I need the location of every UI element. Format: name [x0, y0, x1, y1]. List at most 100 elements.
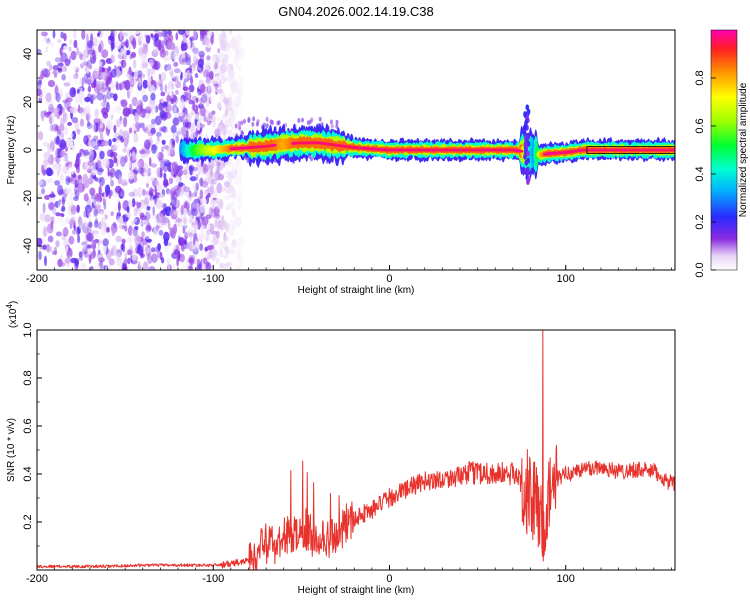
noise-blob — [151, 49, 159, 58]
noise-blob — [102, 238, 109, 247]
noise-blob — [75, 69, 79, 77]
noise-blob — [156, 221, 164, 229]
noise-blob — [107, 232, 112, 240]
noise-blob — [144, 195, 148, 205]
noise-blob — [144, 204, 148, 214]
noise-blob — [251, 121, 255, 127]
noise-blob — [163, 178, 169, 189]
noise-blob — [166, 104, 173, 112]
noise-blob — [181, 133, 188, 139]
noise-blob — [91, 239, 97, 250]
noise-blob — [200, 249, 204, 257]
noise-blob — [163, 172, 167, 180]
noise-blob — [169, 140, 173, 150]
noise-blob — [75, 158, 79, 170]
noise-blob — [216, 161, 222, 167]
noise-blob — [226, 64, 232, 75]
noise-blob — [121, 32, 128, 37]
noise-blob — [199, 123, 205, 128]
noise-blob — [198, 178, 204, 184]
noise-blob — [163, 159, 171, 167]
noise-blob — [75, 51, 82, 56]
noise-blob — [70, 50, 77, 61]
heatmap-noise-layer — [37, 30, 342, 270]
noise-blob — [229, 70, 234, 80]
y-tick-label: -20 — [22, 190, 34, 206]
noise-blob — [98, 257, 105, 263]
noise-blob — [256, 119, 260, 125]
noise-blob — [93, 208, 99, 217]
noise-blob — [181, 125, 187, 136]
noise-blob — [212, 234, 219, 246]
noise-blob — [51, 250, 58, 255]
noise-blob — [148, 214, 153, 220]
noise-blob — [234, 123, 238, 129]
noise-blob — [211, 55, 216, 64]
noise-blob — [95, 177, 103, 183]
noise-blob — [192, 100, 196, 112]
noise-blob — [180, 245, 185, 252]
noise-blob — [206, 245, 213, 251]
noise-blob — [111, 245, 118, 256]
noise-blob — [116, 154, 124, 164]
noise-blob — [72, 229, 76, 235]
bottom-ylabel: SNR (10 * v/v) — [6, 418, 17, 482]
noise-blob — [126, 72, 133, 78]
noise-blob — [50, 153, 55, 165]
multiplier-close: ) — [8, 301, 19, 304]
noise-blob — [72, 30, 77, 41]
noise-blob — [235, 238, 244, 248]
noise-blob — [163, 245, 169, 253]
noise-blob — [138, 78, 141, 88]
noise-blob — [205, 230, 209, 242]
noise-blob — [153, 60, 161, 71]
noise-blob — [127, 162, 132, 169]
noise-blob — [187, 258, 194, 263]
noise-blob — [213, 206, 220, 217]
noise-blob — [107, 168, 110, 177]
noise-blob — [55, 212, 61, 217]
noise-blob — [64, 162, 72, 168]
noise-blob — [247, 116, 251, 122]
noise-blob — [47, 235, 54, 243]
noise-blob — [80, 263, 87, 270]
noise-blob — [167, 261, 171, 270]
noise-blob — [80, 63, 84, 69]
noise-blob — [121, 48, 127, 55]
noise-blob — [110, 144, 118, 152]
noise-blob — [52, 123, 59, 132]
noise-blob — [193, 60, 197, 72]
noise-blob — [218, 121, 224, 132]
noise-blob — [59, 139, 66, 150]
x-tick-label: 0 — [386, 273, 392, 285]
noise-blob — [37, 88, 42, 97]
noise-blob — [54, 180, 61, 186]
noise-blob — [205, 217, 208, 224]
ridge-streak — [523, 141, 528, 148]
noise-blob — [183, 186, 191, 193]
noise-blob — [139, 53, 145, 62]
noise-blob — [82, 149, 90, 157]
x-tick-label: 0 — [386, 573, 392, 585]
noise-blob — [167, 63, 170, 71]
noise-blob — [182, 169, 188, 176]
noise-blob — [78, 251, 83, 258]
noise-blob — [145, 106, 152, 114]
noise-blob — [195, 97, 199, 103]
colorbar-label: Normalized spectral amplitude — [738, 82, 749, 217]
noise-blob — [218, 173, 224, 181]
noise-blob — [69, 106, 77, 114]
x-tick-label: -100 — [202, 273, 224, 285]
noise-blob — [180, 59, 188, 66]
colorbar-tick-label: 0.0 — [694, 262, 706, 277]
noise-blob — [202, 257, 208, 265]
noise-blob — [185, 241, 189, 250]
noise-blob — [63, 45, 69, 51]
noise-blob — [44, 110, 47, 116]
noise-blob — [128, 191, 135, 197]
noise-blob — [83, 193, 89, 202]
noise-blob — [101, 81, 104, 90]
noise-blob — [196, 258, 201, 268]
noise-blob — [172, 117, 180, 126]
noise-blob — [142, 79, 148, 89]
